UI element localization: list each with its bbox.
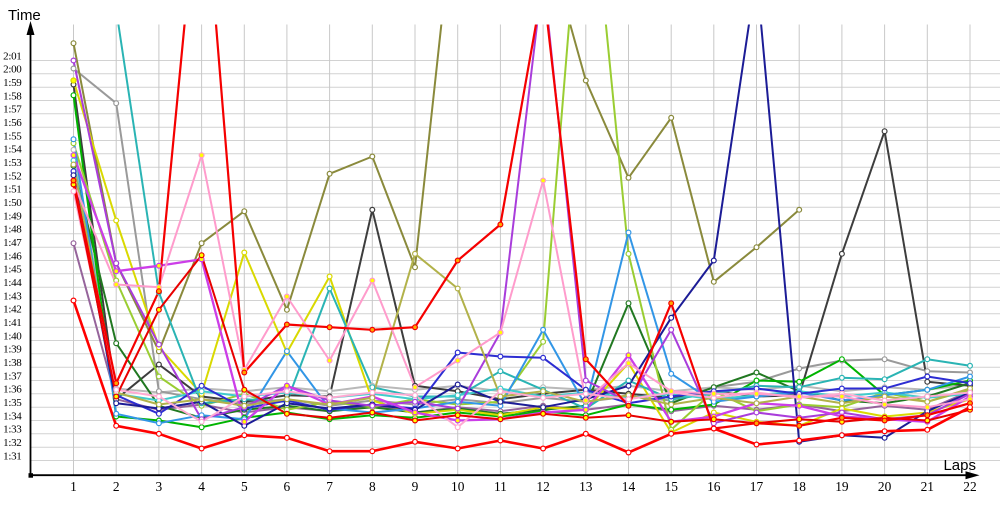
svg-text:1:49: 1:49: [3, 210, 22, 222]
svg-text:2: 2: [113, 479, 120, 494]
svg-text:Time: Time: [8, 7, 41, 24]
svg-text:1:37: 1:37: [3, 370, 22, 382]
svg-text:1:41: 1:41: [3, 317, 21, 329]
svg-text:16: 16: [707, 479, 721, 494]
svg-text:21: 21: [921, 479, 934, 494]
svg-text:1:31: 1:31: [3, 450, 21, 462]
svg-text:1:55: 1:55: [3, 130, 22, 142]
svg-text:1:45: 1:45: [3, 264, 22, 276]
svg-text:1:34: 1:34: [3, 410, 22, 422]
svg-text:2:01: 2:01: [3, 50, 21, 62]
svg-text:1:53: 1:53: [3, 157, 22, 169]
svg-text:1:57: 1:57: [3, 104, 22, 116]
svg-text:9: 9: [412, 479, 419, 494]
svg-text:4: 4: [198, 479, 205, 494]
svg-text:1:36: 1:36: [3, 384, 22, 396]
svg-text:1:44: 1:44: [3, 277, 22, 289]
svg-text:11: 11: [494, 479, 507, 494]
svg-text:1:47: 1:47: [3, 237, 22, 249]
svg-text:15: 15: [665, 479, 679, 494]
svg-text:1:35: 1:35: [3, 397, 22, 409]
svg-text:1:54: 1:54: [3, 144, 22, 156]
svg-text:1:50: 1:50: [3, 197, 22, 209]
svg-text:20: 20: [878, 479, 892, 494]
svg-text:1:58: 1:58: [3, 90, 22, 102]
svg-text:1:46: 1:46: [3, 250, 22, 262]
svg-text:12: 12: [536, 479, 549, 494]
svg-text:10: 10: [451, 479, 465, 494]
svg-text:1:51: 1:51: [3, 184, 21, 196]
svg-text:8: 8: [369, 479, 376, 494]
svg-text:13: 13: [579, 479, 593, 494]
svg-text:1:43: 1:43: [3, 290, 22, 302]
svg-text:19: 19: [835, 479, 849, 494]
svg-text:2:00: 2:00: [3, 64, 22, 76]
svg-text:1:33: 1:33: [3, 424, 22, 436]
svg-text:1:48: 1:48: [3, 224, 22, 236]
svg-text:1:40: 1:40: [3, 330, 22, 342]
svg-text:1:59: 1:59: [3, 77, 22, 89]
svg-text:5: 5: [241, 479, 248, 494]
svg-text:1:38: 1:38: [3, 357, 22, 369]
svg-text:1:42: 1:42: [3, 304, 21, 316]
svg-text:1:56: 1:56: [3, 117, 22, 129]
svg-text:1:52: 1:52: [3, 170, 21, 182]
svg-text:22: 22: [963, 479, 976, 494]
svg-text:1:39: 1:39: [3, 344, 22, 356]
svg-text:18: 18: [793, 479, 807, 494]
svg-text:7: 7: [326, 479, 333, 494]
svg-text:3: 3: [156, 479, 163, 494]
svg-text:14: 14: [622, 479, 636, 494]
svg-text:1: 1: [70, 479, 77, 494]
svg-text:Laps: Laps: [943, 457, 976, 474]
svg-text:6: 6: [284, 479, 291, 494]
svg-text:1:32: 1:32: [3, 437, 21, 449]
svg-text:17: 17: [750, 479, 764, 494]
